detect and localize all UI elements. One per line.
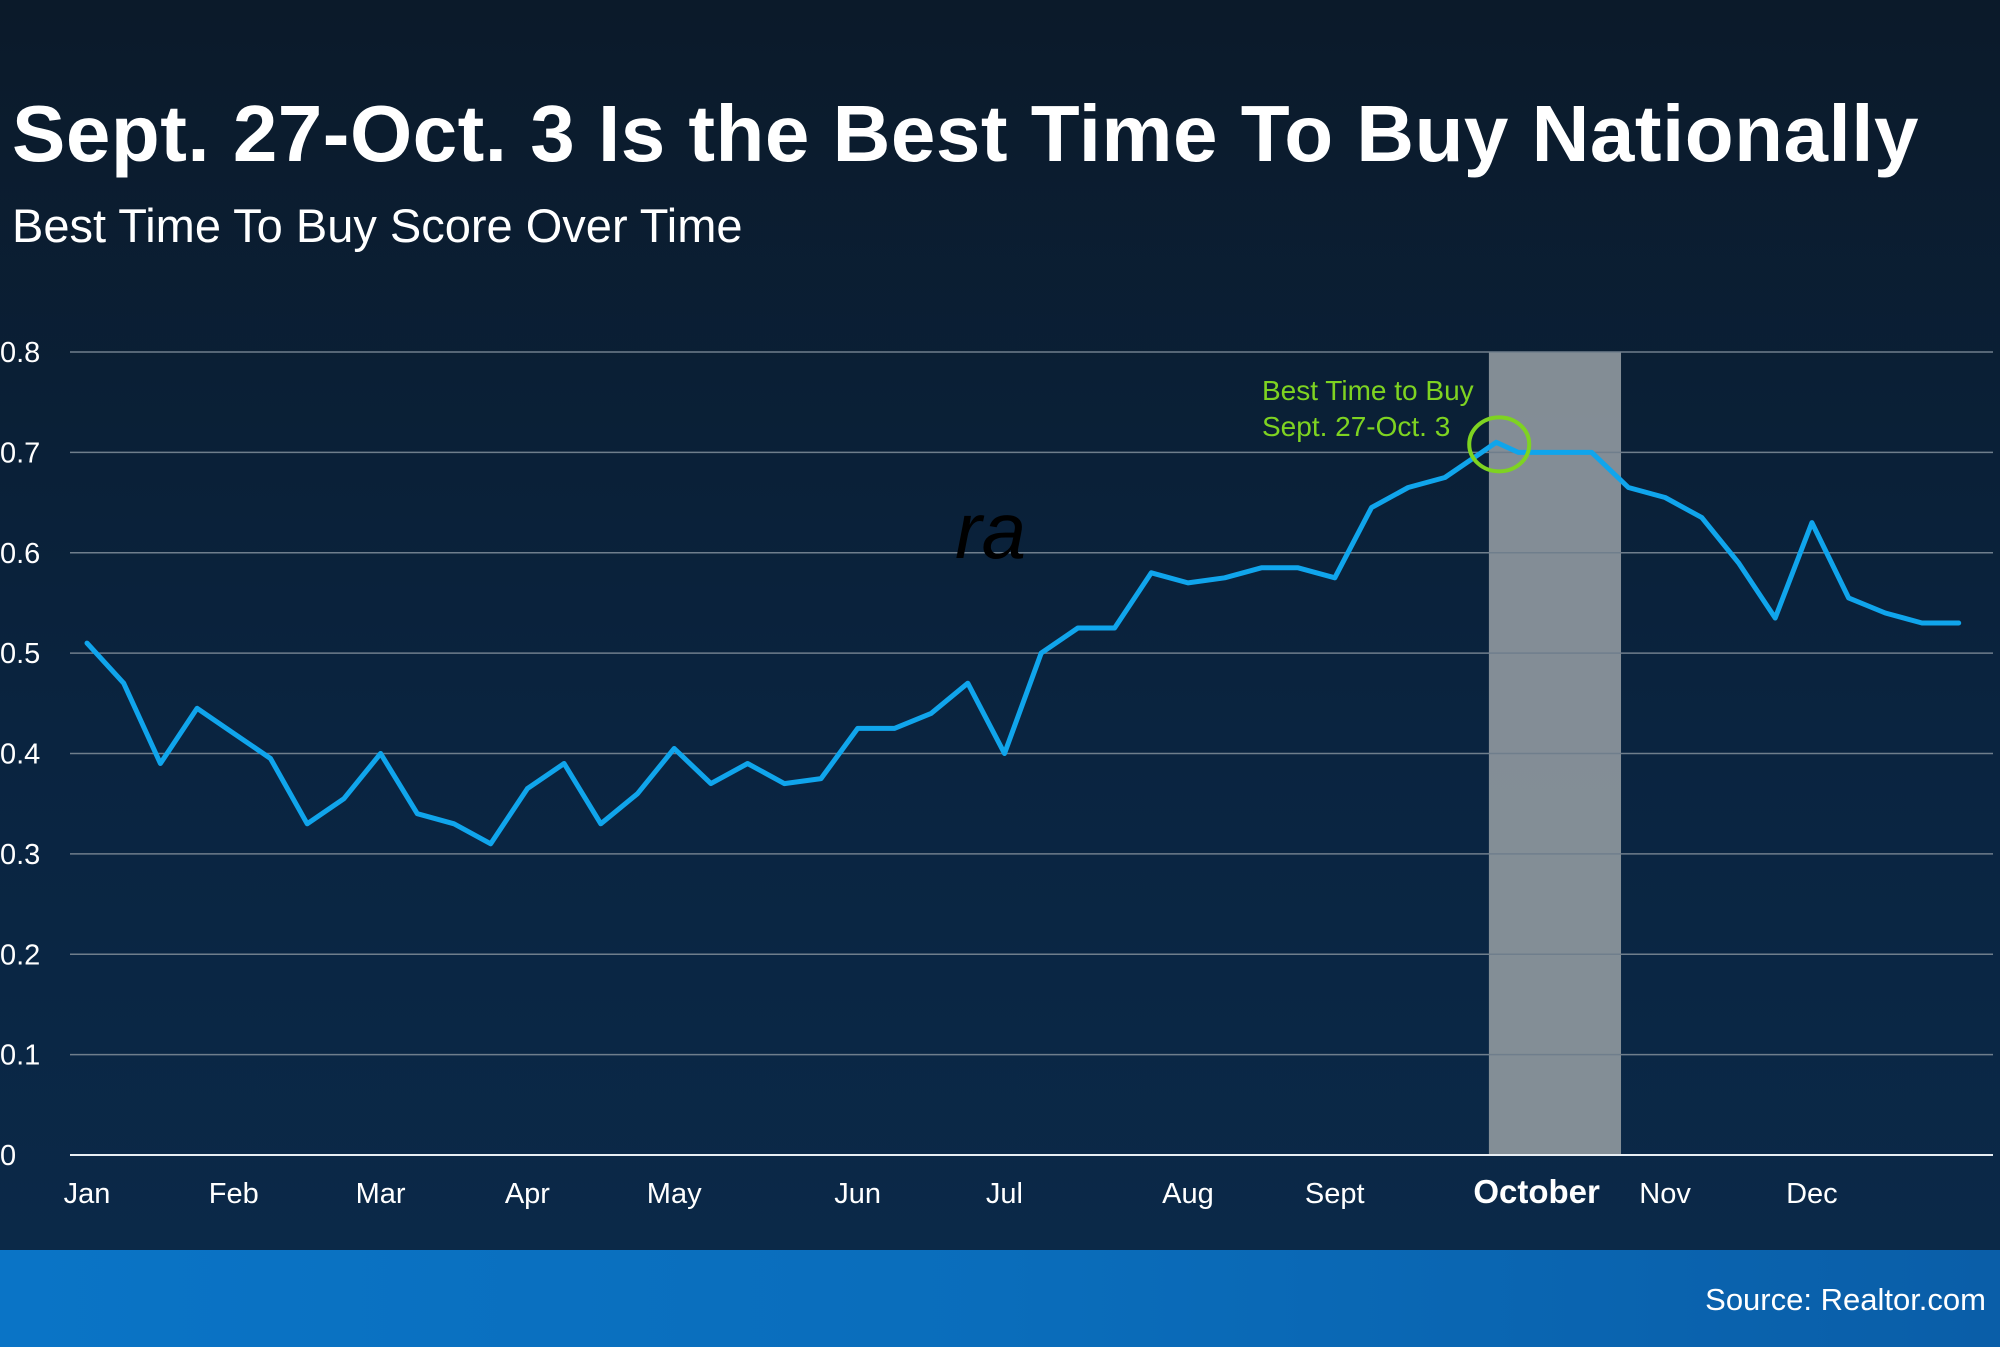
y-tick-label: 0 bbox=[0, 1140, 16, 1172]
footer-bar: Source: Realtor.com bbox=[0, 1250, 2000, 1347]
annotation-text: Sept. 27-Oct. 3 bbox=[1262, 411, 1450, 442]
y-tick-label: 0.3 bbox=[0, 839, 40, 871]
x-tick-label: Nov bbox=[1639, 1178, 1691, 1210]
x-tick-label: May bbox=[647, 1178, 702, 1210]
annotation-layer: Best Time to Buy Sept. 27-Oct. 3 bbox=[1262, 375, 1532, 474]
annotation-circle bbox=[1467, 415, 1532, 474]
x-tick-label: Dec bbox=[1786, 1178, 1838, 1210]
chart-title: Sept. 27-Oct. 3 Is the Best Time To Buy … bbox=[12, 89, 1919, 178]
chart-subtitle: Best Time To Buy Score Over Time bbox=[12, 199, 743, 252]
y-tick-label: 0.7 bbox=[0, 437, 40, 469]
y-tick-label: 0.8 bbox=[0, 337, 40, 369]
grid-layer bbox=[70, 351, 1993, 1156]
x-tick-label: Jun bbox=[834, 1178, 881, 1210]
y-tick-label: 0.5 bbox=[0, 638, 40, 670]
x-tick-label: Mar bbox=[356, 1178, 406, 1210]
annotation-text: Best Time to Buy bbox=[1262, 375, 1474, 406]
y-tick-label: 0.4 bbox=[0, 739, 40, 771]
x-tick-label: Jul bbox=[986, 1178, 1023, 1210]
x-tick-label: Jan bbox=[64, 1178, 111, 1210]
x-tick-label: Aug bbox=[1162, 1178, 1214, 1210]
y-tick-label: 0.2 bbox=[0, 939, 40, 971]
y-axis: 0 0.1 0.2 0.3 0.4 0.5 0.6 0.7 0.8 bbox=[0, 337, 40, 1172]
x-axis: Jan Feb Mar Apr May Jun Jul Aug Sept October Nov De… bbox=[64, 1173, 1838, 1210]
y-tick-label: 0.1 bbox=[0, 1040, 40, 1072]
x-tick-label: Feb bbox=[209, 1178, 259, 1210]
watermark-text: ra bbox=[955, 486, 1026, 575]
line-chart: 0 0.1 0.2 0.3 0.4 0.5 0.6 0.7 0.8 Jan Feb Mar Apr Ma… bbox=[0, 337, 1993, 1210]
x-tick-label: Sept bbox=[1305, 1178, 1365, 1210]
series-layer bbox=[84, 439, 1962, 847]
source-credit: Source: Realtor.com bbox=[1705, 1282, 1986, 1317]
x-tick-label: October bbox=[1473, 1173, 1600, 1210]
x-tick-label: Apr bbox=[505, 1178, 550, 1210]
y-tick-label: 0.6 bbox=[0, 538, 40, 570]
series-line-best-time-score bbox=[84, 439, 1962, 847]
